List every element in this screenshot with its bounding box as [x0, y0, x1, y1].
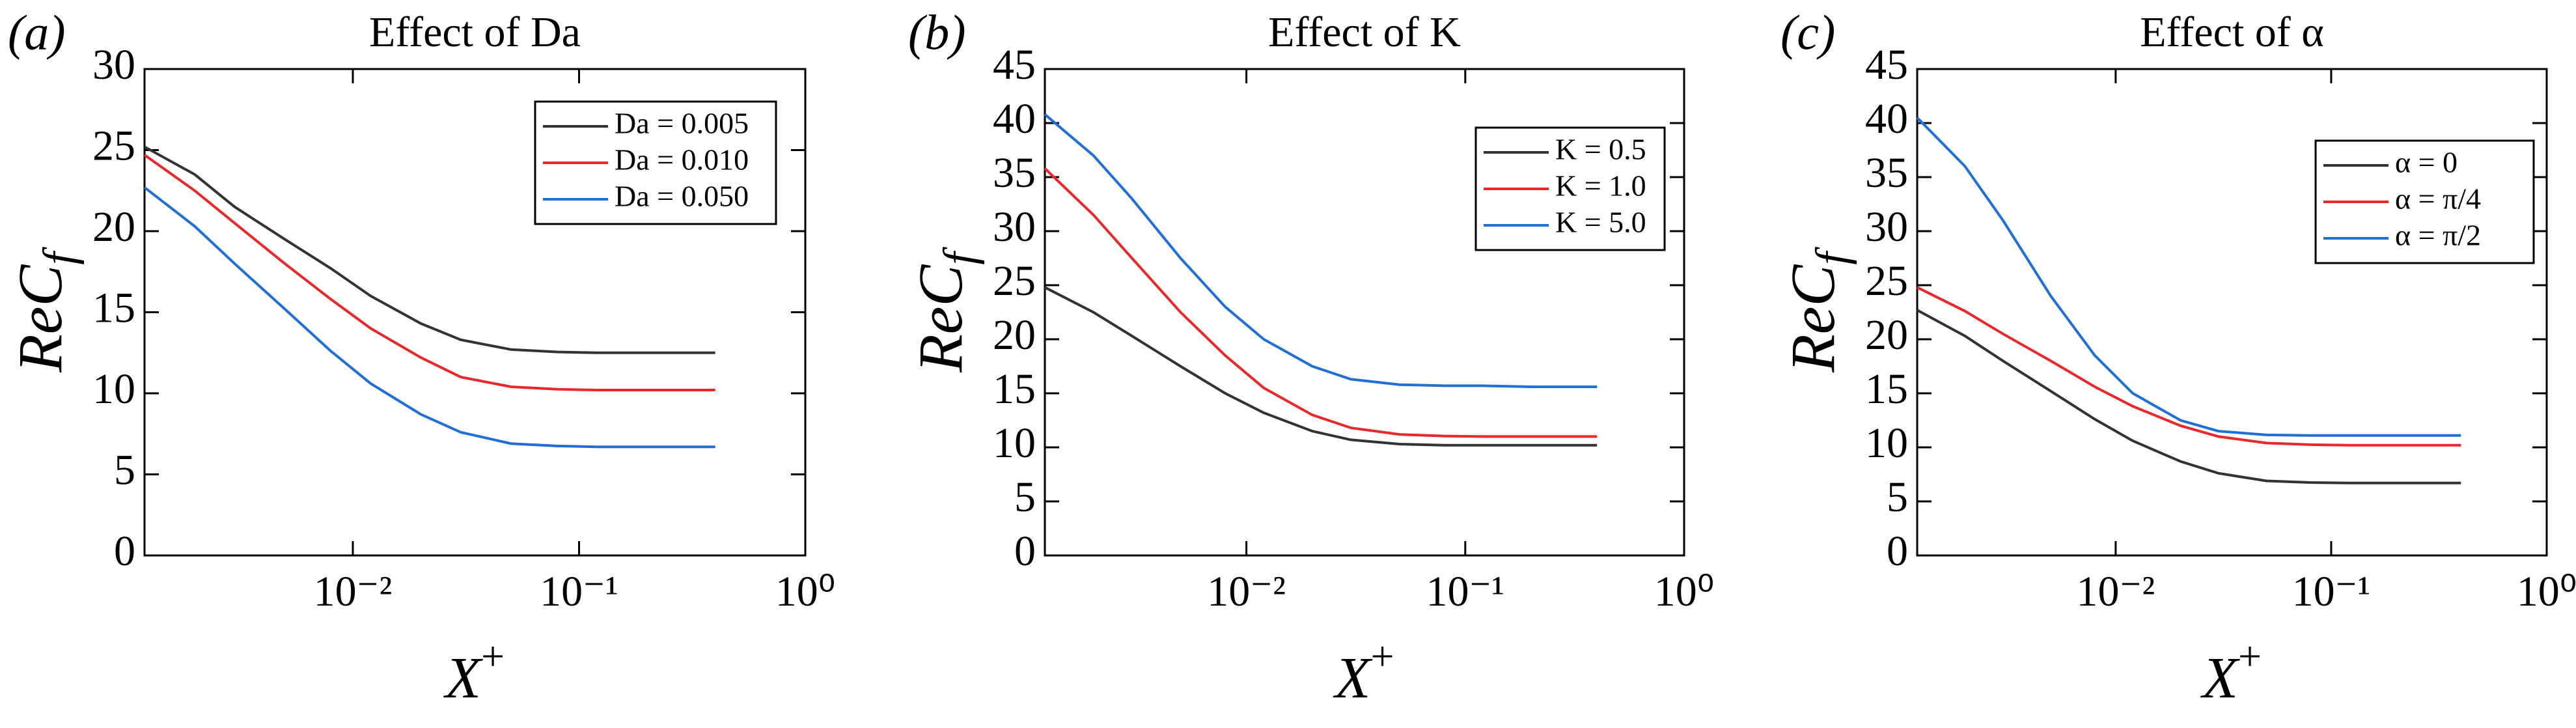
data-line [1044, 286, 1598, 447]
y-tick-label: 45 [993, 41, 1036, 89]
legend-label: Da = 0.010 [615, 143, 749, 176]
x-axis-label: X+ [2200, 633, 2262, 710]
data-line [1044, 113, 1598, 388]
x-axis-label: X+ [443, 633, 505, 710]
y-tick-label: 10 [993, 419, 1036, 467]
legend-label: α = π/2 [2395, 219, 2481, 252]
data-line [143, 186, 715, 449]
legend-label: K = 5.0 [1555, 206, 1646, 239]
y-tick-label: 0 [114, 527, 135, 575]
y-axis-label: ReCf [5, 247, 85, 373]
y-tick-label: 25 [1865, 257, 1908, 305]
y-tick-label: 30 [993, 203, 1036, 251]
y-tick-label: 40 [993, 95, 1036, 143]
x-axis-label-sup: + [481, 633, 505, 679]
panel: 0 5 10 15 20 25 30 35 40 45 10⁻² 10⁻¹ 10⁰ (b) Effect o… [906, 5, 1714, 710]
x-axis-label-sup: + [2238, 633, 2262, 679]
y-tick-label: 5 [1887, 473, 1908, 521]
y-tick-label: 15 [92, 285, 135, 332]
panel: 0 5 10 15 20 25 30 35 40 45 10⁻² 10⁻¹ 10⁰ (c) Effect o… [1778, 5, 2576, 710]
y-tick-label: 10 [92, 365, 135, 413]
data-line [1917, 286, 2461, 447]
y-tick-label: 35 [1865, 149, 1908, 197]
x-axis-label-sup: + [1370, 633, 1394, 679]
x-tick-label: 10⁻¹ [540, 568, 618, 615]
y-tick-label: 25 [92, 122, 135, 170]
data-line [143, 154, 715, 391]
y-tick-label: 20 [92, 203, 135, 251]
plot-frame [1916, 68, 2548, 557]
x-tick-label: 10⁻¹ [2292, 568, 2371, 615]
panel-label: (b) [908, 5, 966, 60]
y-axis-label-sub: f [1807, 247, 1857, 265]
chart-title: Effect of α [2140, 8, 2324, 56]
legend-label: Da = 0.005 [615, 107, 749, 140]
panel-label: (c) [1780, 5, 1835, 60]
y-tick-label: 0 [1014, 527, 1036, 575]
data-line [144, 145, 715, 354]
y-axis-label: ReCf [906, 247, 985, 373]
data-line [1916, 117, 2461, 437]
y-tick-label: 30 [1865, 203, 1908, 251]
y-tick-label: 35 [993, 149, 1036, 197]
data-line [1917, 309, 2461, 484]
x-tick-label: 10⁻² [1207, 568, 1286, 615]
x-axis-label: X+ [1333, 633, 1394, 710]
y-tick-label: 20 [993, 311, 1036, 359]
x-tick-label: 10⁻² [314, 568, 393, 615]
x-axis-label-main: X [2200, 646, 2240, 710]
legend-label: α = π/4 [2395, 182, 2481, 216]
y-tick-label: 30 [92, 41, 135, 89]
y-tick-label: 25 [993, 257, 1036, 305]
plot-frame [1044, 68, 1685, 557]
x-tick-label: 10⁰ [2517, 568, 2576, 615]
y-tick-label: 20 [1865, 311, 1908, 359]
x-axis-label-main: X [1333, 646, 1372, 710]
y-tick-label: 15 [993, 365, 1036, 413]
legend-label: K = 1.0 [1555, 169, 1646, 203]
x-axis-label-main: X [443, 646, 483, 710]
y-tick-label: 5 [114, 447, 135, 494]
chart-title: Effect of Da [369, 8, 581, 56]
x-tick-label: 10⁻¹ [1426, 568, 1504, 615]
y-tick-label: 40 [1865, 95, 1908, 143]
y-axis-label-main: ReC [5, 264, 75, 373]
chart-title: Effect of K [1268, 8, 1461, 56]
legend-label: α = 0 [2395, 146, 2458, 179]
y-axis-label-sub: f [935, 247, 985, 265]
y-tick-label: 0 [1887, 527, 1908, 575]
y-axis-label: ReCf [1778, 247, 1857, 373]
x-tick-label: 10⁰ [775, 568, 835, 615]
panel: 0 5 10 15 20 25 30 10⁻² 10⁻¹ 10⁰ (a) Effect of Da X+… [5, 5, 835, 710]
x-tick-label: 10⁰ [1654, 568, 1714, 615]
y-tick-label: 5 [1014, 473, 1036, 521]
legend-label: Da = 0.050 [615, 180, 749, 213]
y-tick-label: 10 [1865, 419, 1908, 467]
y-axis-label-main: ReC [1778, 264, 1848, 373]
y-tick-label: 15 [1865, 365, 1908, 413]
y-axis-label-sub: f [35, 247, 85, 265]
y-axis-label-main: ReC [906, 264, 975, 373]
panel-label: (a) [8, 5, 66, 60]
y-tick-label: 45 [1865, 41, 1908, 89]
data-line [1044, 167, 1598, 438]
x-tick-label: 10⁻² [2077, 568, 2155, 615]
legend-label: K = 0.5 [1555, 133, 1646, 166]
